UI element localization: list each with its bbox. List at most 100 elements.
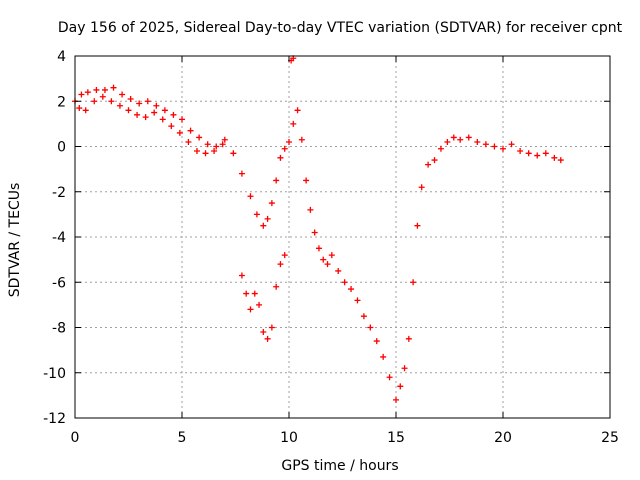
data-point [354,297,361,304]
data-point [397,383,404,390]
data-point [179,116,185,123]
data-point [281,145,288,152]
data-point [185,138,192,145]
data-point [238,170,245,177]
data-point [551,154,558,161]
x-axis-ticks: 0 5 10 15 20 25 [71,56,619,446]
data-point [281,252,288,259]
data-point [303,177,310,184]
data-point [221,136,228,143]
data-point [341,279,348,286]
data-point [418,184,425,191]
data-point [457,136,464,143]
data-point [153,102,160,109]
data-point [401,365,408,372]
data-point [405,335,412,342]
data-point [168,123,175,130]
data-point [202,150,209,157]
data-point [196,134,203,141]
x-tick-label: 5 [178,430,187,446]
data-point [380,353,387,360]
x-tick-label: 25 [601,430,619,446]
data-point [268,200,275,207]
data-point [159,116,166,123]
data-point [273,177,280,184]
data-point [142,114,149,121]
data-point [335,267,342,274]
data-point [93,86,100,93]
data-point [311,229,318,236]
y-tick-label: 0 [57,140,66,156]
data-point [373,338,380,345]
data-point [315,245,322,252]
y-axis-ticks: -12 -10 -8 -6 -4 -2 0 2 4 [43,49,610,427]
data-point [268,324,275,331]
data-point [170,111,177,118]
x-tick-label: 20 [494,430,512,446]
data-point [444,138,451,145]
data-point [204,141,211,148]
data-point [320,256,327,263]
data-point [101,86,108,93]
data-point [251,290,258,297]
chart-title: Day 156 of 2025, Sidereal Day-to-day VTE… [58,20,623,36]
data-point [474,138,481,145]
data-point [119,91,126,98]
data-point [176,129,183,136]
y-tick-label: -6 [52,275,66,291]
data-point [294,107,301,114]
data-point [260,329,267,336]
data-point [247,193,254,200]
data-point [238,272,245,279]
data-point [500,145,506,152]
data-point [517,148,524,155]
data-point [213,143,220,150]
data-point [76,105,83,112]
data-point [144,98,151,105]
data-point [264,215,271,222]
data-point [187,127,194,134]
data-point [243,290,250,297]
data-point [108,98,115,105]
data-point [125,107,132,114]
data-point [393,396,399,403]
data-point [328,252,335,259]
x-tick-label: 0 [71,430,80,446]
data-point [91,98,98,105]
data-point [260,222,267,229]
data-point [324,261,331,268]
data-point [277,261,284,268]
data-point [508,141,515,148]
data-point [264,335,271,342]
data-point [211,148,218,155]
data-point [290,120,297,127]
data-point [219,141,226,148]
data-point [386,374,393,381]
y-tick-label: -8 [52,321,66,337]
data-point [256,301,263,308]
y-axis-label: SDTVAR / TECUs [7,183,23,298]
data-point [286,138,292,145]
data-point [247,306,254,313]
y-tick-label: -10 [43,366,66,382]
data-point [348,286,355,293]
data-point [99,93,106,100]
y-tick-label: 2 [57,94,66,110]
data-point [425,161,432,168]
data-point [482,141,489,148]
data-point [127,95,134,102]
data-point [525,150,532,157]
data-point [450,134,457,141]
data-point [134,111,141,118]
y-tick-label: -4 [52,230,66,246]
data-point [277,154,284,161]
data-point [437,145,444,152]
x-axis-label: GPS time / hours [281,458,398,474]
data-point [367,324,374,331]
y-tick-label: 4 [57,49,66,65]
data-points [72,55,564,403]
x-tick-label: 10 [280,430,298,446]
data-point [360,313,367,320]
data-point [82,107,89,114]
data-point [465,134,472,141]
